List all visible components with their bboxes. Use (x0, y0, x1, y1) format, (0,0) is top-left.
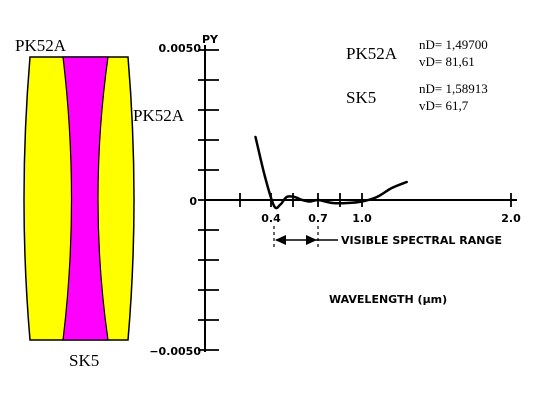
glass-nd-pk52a: nD= 1,49700 (419, 37, 488, 52)
x-tick-label-0.7: 0.7 (308, 212, 328, 225)
series-line (254, 135, 408, 210)
spectral-chart: PY 0.0050 0 −0.0050 0.4 0.7 1.0 2.0 VISI… (149, 33, 521, 358)
lens-doublet (23, 56, 135, 341)
range-arrowhead-right (306, 235, 317, 245)
glass-vd-pk52a: vD= 81,61 (419, 54, 475, 69)
y-axis-ticks (198, 49, 219, 351)
y-tick-label-zero: 0 (189, 195, 197, 208)
x-tick-label-1.0: 1.0 (352, 212, 372, 225)
flint-glass-element (62, 56, 109, 341)
lens-bottom-label: SK5 (69, 351, 100, 370)
visible-range-marker: VISIBLE SPECTRAL RANGE (273, 226, 502, 250)
glass-nd-sk5: nD= 1,58913 (419, 81, 488, 96)
y-tick-label-bottom: −0.0050 (149, 345, 201, 358)
range-annotation: VISIBLE SPECTRAL RANGE (341, 234, 502, 247)
x-tick-label-2.0: 2.0 (501, 212, 521, 225)
y-axis-label: PY (202, 33, 219, 46)
x-axis-label: WAVELENGTH (μm) (329, 293, 447, 306)
lens-top-label: PK52A (15, 36, 67, 55)
glass-name-pk52a: PK52A (346, 44, 398, 63)
x-tick-label-0.4: 0.4 (261, 212, 281, 225)
glass-name-sk5: SK5 (346, 88, 377, 107)
lens-right-label: PK52A (133, 106, 185, 125)
glass-vd-sk5: vD= 61,7 (419, 98, 469, 113)
range-arrowhead-left (275, 235, 286, 245)
y-tick-label-top: 0.0050 (159, 42, 202, 55)
